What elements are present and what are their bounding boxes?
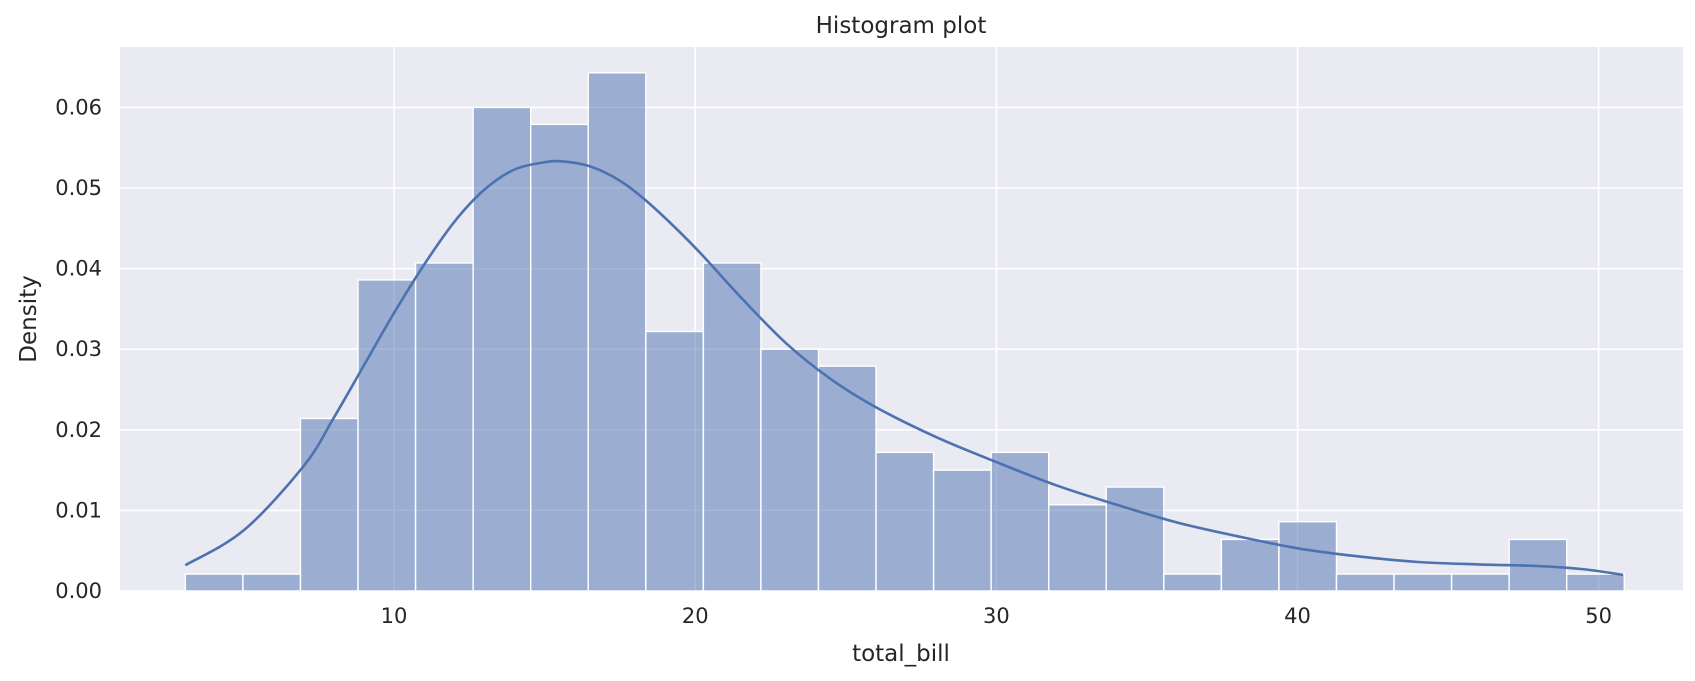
y-tick-label: 0.06 [55,95,102,119]
histogram-bar [990,451,1050,592]
x-tick-label: 40 [1284,604,1311,628]
y-tick-label: 0.02 [55,418,102,442]
histogram-bar [760,348,820,592]
y-tick-label: 0.04 [55,257,102,281]
histogram-bar [1450,573,1510,592]
histogram-bar [529,123,589,592]
histogram-bar [299,417,359,592]
x-tick-label: 20 [682,604,709,628]
histogram-bar [1566,573,1625,592]
y-axis-label: Density [16,275,42,362]
histogram-bar [414,262,474,592]
histogram-bars [184,72,1625,592]
y-tick-label: 0.03 [55,337,102,361]
y-tick-label: 0.00 [55,579,102,603]
histogram-bar [932,469,992,592]
x-axis-label: total_bill [852,641,950,667]
histogram-bar [645,330,705,592]
histogram-bar [817,365,877,592]
histogram-bar [702,262,762,592]
histogram-bar [1163,573,1223,592]
histogram-bar [1220,538,1280,592]
chart-title: Histogram plot [816,13,987,39]
kde-line [184,159,1624,577]
x-tick-label: 10 [381,604,408,628]
kde-curve-group [184,159,1624,577]
histogram-bar [242,573,302,592]
histogram-bar [1048,504,1107,592]
x-tick-label: 30 [983,604,1010,628]
y-tick-label: 0.01 [55,498,102,522]
histogram-bar [587,72,647,592]
x-tick-label: 50 [1585,604,1612,628]
histogram-bar [1393,573,1453,592]
histogram-bar [472,106,532,592]
histogram-bar [1335,573,1395,592]
histogram-bar [1105,486,1165,592]
histogram-bar [184,573,244,592]
y-tick-label: 0.05 [55,176,102,200]
histogram-bar [1278,520,1338,592]
y-tick-labels: 0.00 0.01 0.02 0.03 0.04 0.05 0.06 [55,95,102,603]
histogram-bar [875,451,935,592]
x-tick-labels: 10 20 30 40 50 [381,604,1612,628]
